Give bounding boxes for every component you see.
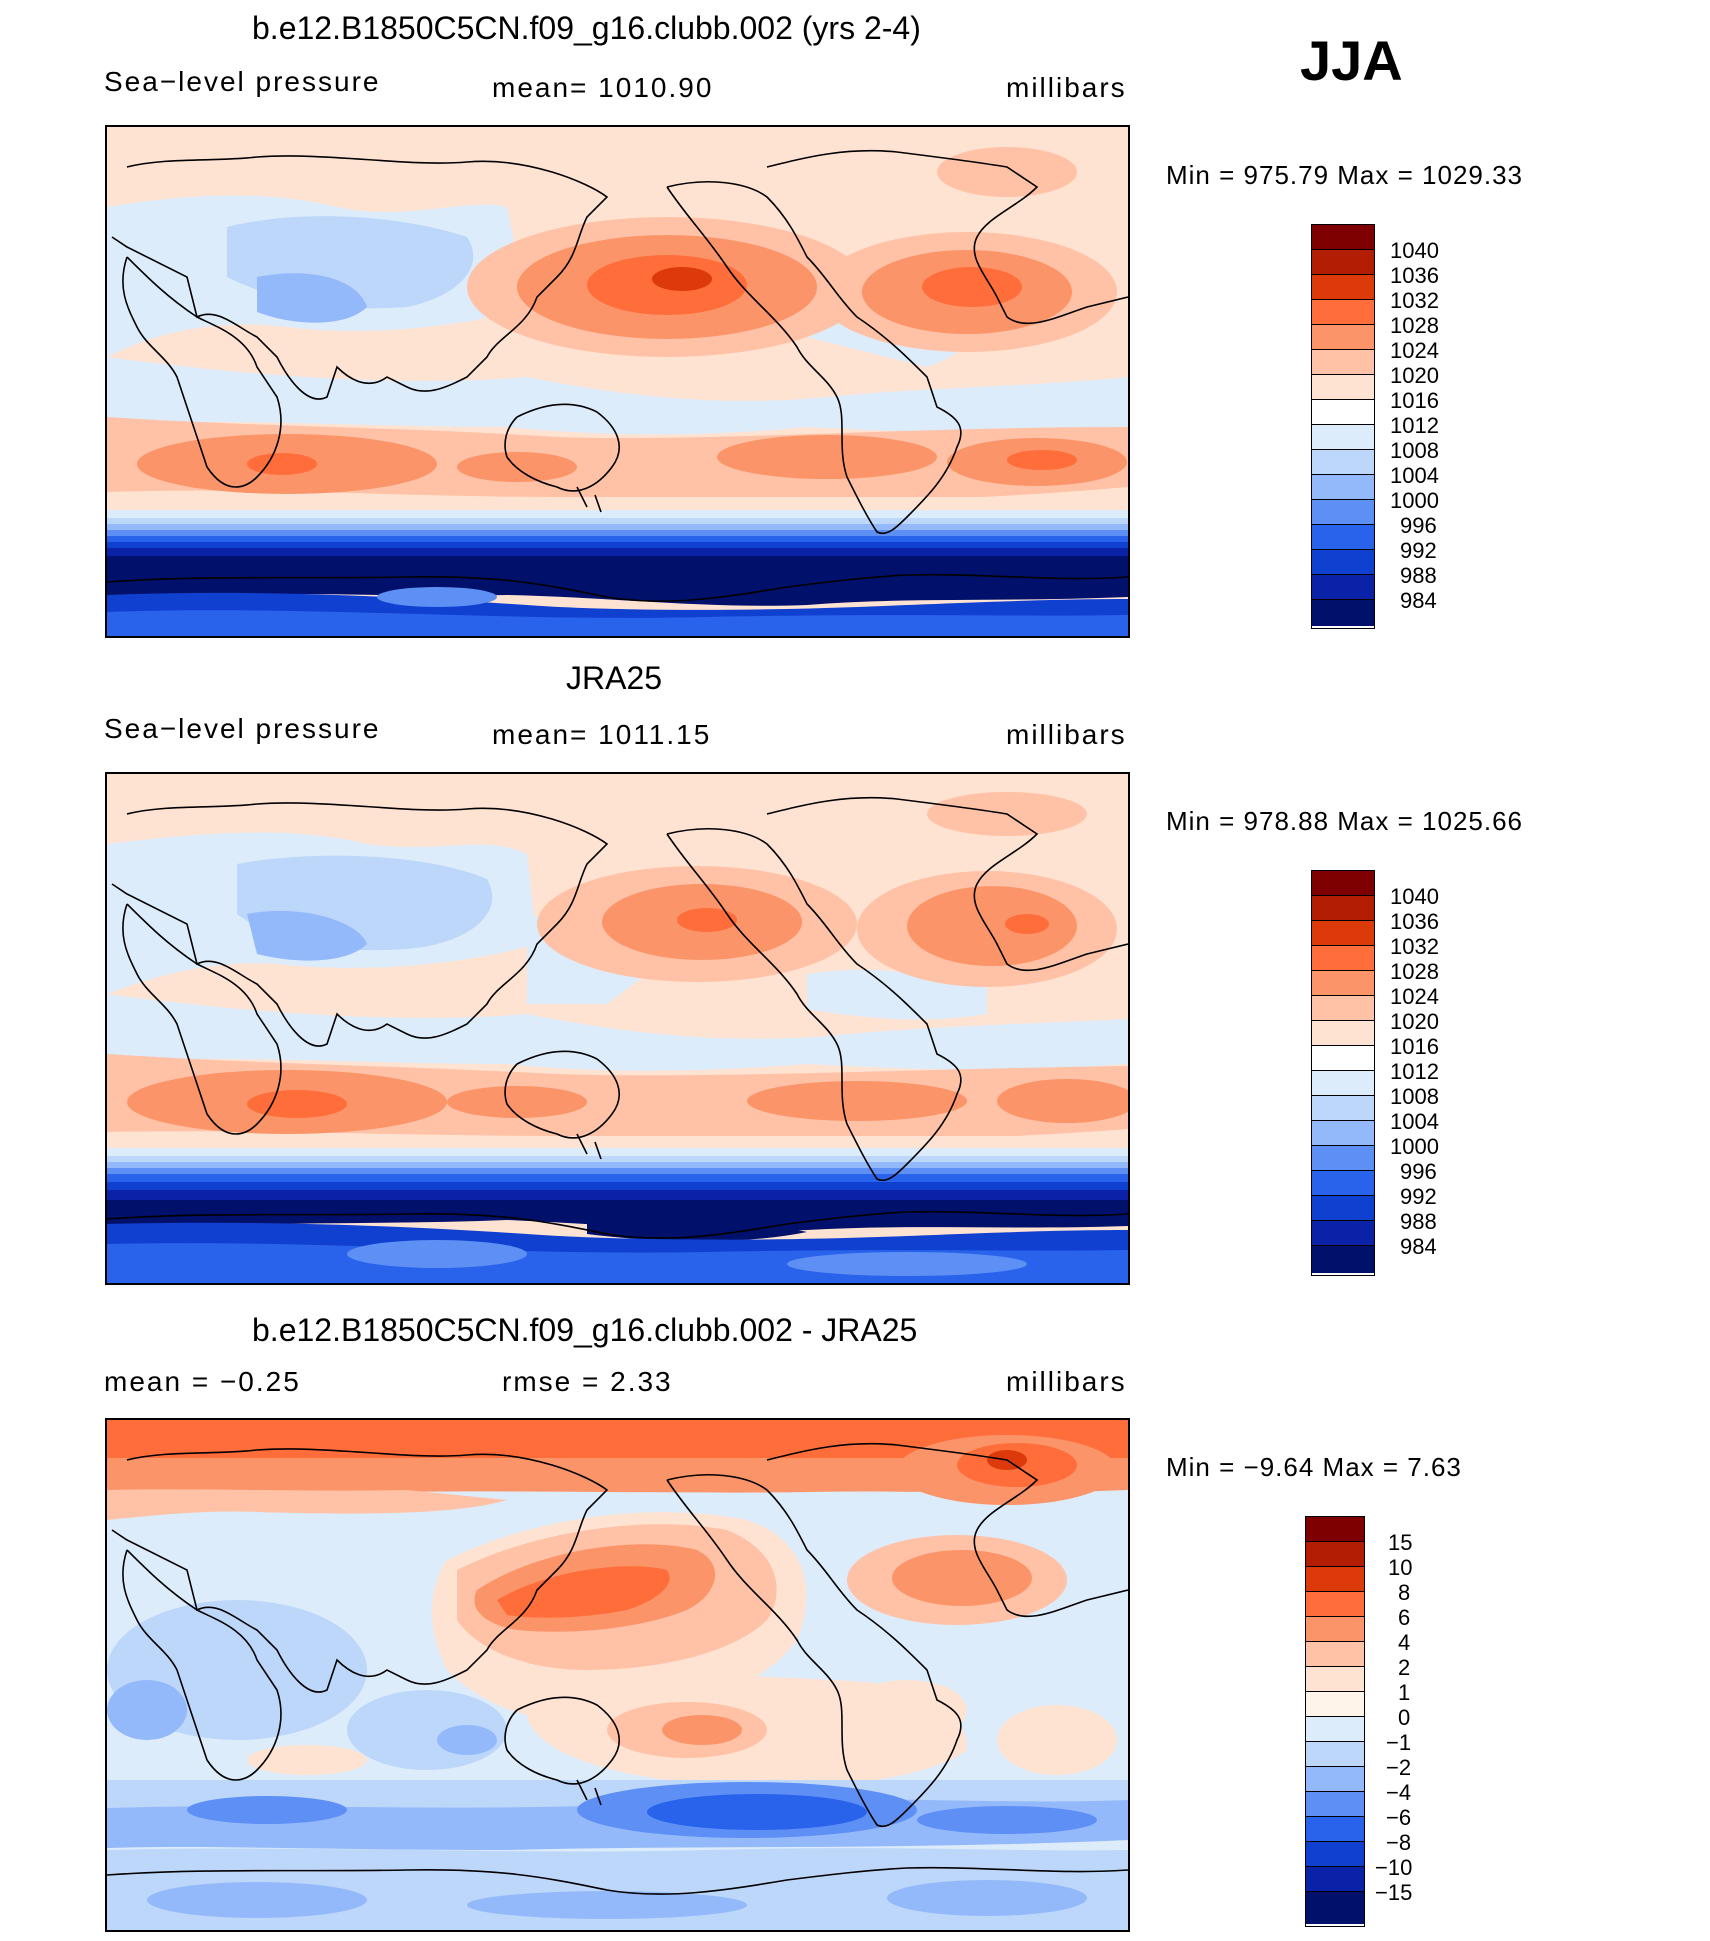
panel3-cb-label: 8 [1398, 1580, 1411, 1605]
panel3-cb-label: −2 [1386, 1755, 1412, 1780]
panel3-minmax: Min = −9.64 Max = 7.63 [1166, 1452, 1462, 1482]
panel1-cb-label: 1016 [1390, 388, 1439, 413]
panel2-cb-label: 1000 [1390, 1134, 1439, 1159]
panel2-cb-label: 1028 [1390, 959, 1439, 984]
panel3-colorbar [1305, 1516, 1365, 1927]
panel2-variable: Sea−level pressure [104, 713, 381, 744]
panel3-cb-label: 6 [1398, 1605, 1411, 1630]
panel1-contours [107, 127, 1128, 636]
panel2-cb-label: 1020 [1390, 1009, 1439, 1034]
panel2-contours [107, 774, 1128, 1283]
panel3-cb-label: 1 [1398, 1680, 1411, 1705]
panel1-cb-label: 984 [1400, 588, 1437, 613]
panel1-cb-label: 1036 [1390, 263, 1439, 288]
panel3-cb-label: −8 [1386, 1830, 1412, 1855]
panel3-mean: mean = −0.25 [104, 1366, 301, 1397]
panel2-map [105, 772, 1130, 1285]
panel3-cb-label: −1 [1386, 1730, 1412, 1755]
panel1-cb-label: 1028 [1390, 313, 1439, 338]
season-label: JJA [1300, 29, 1403, 92]
panel2-cb-label: 1036 [1390, 909, 1439, 934]
panel3-cb-label: 2 [1398, 1655, 1411, 1680]
panel2-cb-label: 1040 [1390, 884, 1439, 909]
panel1-minmax: Min = 975.79 Max = 1029.33 [1166, 160, 1524, 190]
panel2-cb-label: 988 [1400, 1209, 1437, 1234]
panel1-cb-label: 1032 [1390, 288, 1439, 313]
panel1-variable: Sea−level pressure [104, 66, 381, 97]
panel2-minmax: Min = 978.88 Max = 1025.66 [1166, 806, 1524, 836]
panel2-title: JRA25 [566, 660, 663, 696]
panel2-cb-label: 984 [1400, 1234, 1437, 1259]
panel1-units: millibars [1006, 72, 1127, 103]
panel2-cb-label: 1024 [1390, 984, 1439, 1009]
panel3-cb-label: −10 [1375, 1855, 1413, 1880]
panel3-contours [107, 1420, 1128, 1930]
panel2-cb-label: 1004 [1390, 1109, 1439, 1134]
panel1-cb-label: 1008 [1390, 438, 1439, 463]
panel3-cb-label: 15 [1388, 1530, 1413, 1555]
panel3-cb-label: −4 [1386, 1780, 1412, 1805]
panel3-cb-label: 0 [1398, 1705, 1411, 1730]
panel1-mean: mean= 1010.90 [492, 72, 714, 103]
panel3-cb-label: −15 [1375, 1880, 1413, 1905]
panel1-cb-label: 1000 [1390, 488, 1439, 513]
panel1-colorbar [1311, 224, 1375, 629]
panel1-cb-label: 1012 [1390, 413, 1439, 438]
panel3-map [105, 1418, 1130, 1932]
panel3-title: b.e12.B1850C5CN.f09_g16.clubb.002 - JRA2… [252, 1312, 918, 1348]
panel2-cb-label: 996 [1400, 1159, 1437, 1184]
panel3-cb-label: 10 [1388, 1555, 1413, 1580]
panel2-mean: mean= 1011.15 [492, 719, 712, 750]
panel2-units: millibars [1006, 719, 1127, 750]
panel1-cb-label: 992 [1400, 538, 1437, 563]
panel3-cb-label: −6 [1386, 1805, 1412, 1830]
panel2-cb-label: 992 [1400, 1184, 1437, 1209]
panel1-title: b.e12.B1850C5CN.f09_g16.clubb.002 (yrs 2… [252, 10, 921, 46]
panel2-cb-label: 1016 [1390, 1034, 1439, 1059]
panel1-cb-label: 1004 [1390, 463, 1439, 488]
panel1-cb-label: 1040 [1390, 238, 1439, 263]
panel2-cb-label: 1012 [1390, 1059, 1439, 1084]
panel3-cb-label: 4 [1398, 1630, 1411, 1655]
panel3-rmse: rmse = 2.33 [502, 1366, 673, 1397]
panel1-cb-label: 996 [1400, 513, 1437, 538]
panel1-map [105, 125, 1130, 638]
panel2-cb-label: 1008 [1390, 1084, 1439, 1109]
panel1-cb-label: 1024 [1390, 338, 1439, 363]
panel1-cb-label: 1020 [1390, 363, 1439, 388]
panel3-units: millibars [1006, 1366, 1127, 1397]
panel2-colorbar [1311, 870, 1375, 1276]
panel2-cb-label: 1032 [1390, 934, 1439, 959]
panel1-cb-label: 988 [1400, 563, 1437, 588]
